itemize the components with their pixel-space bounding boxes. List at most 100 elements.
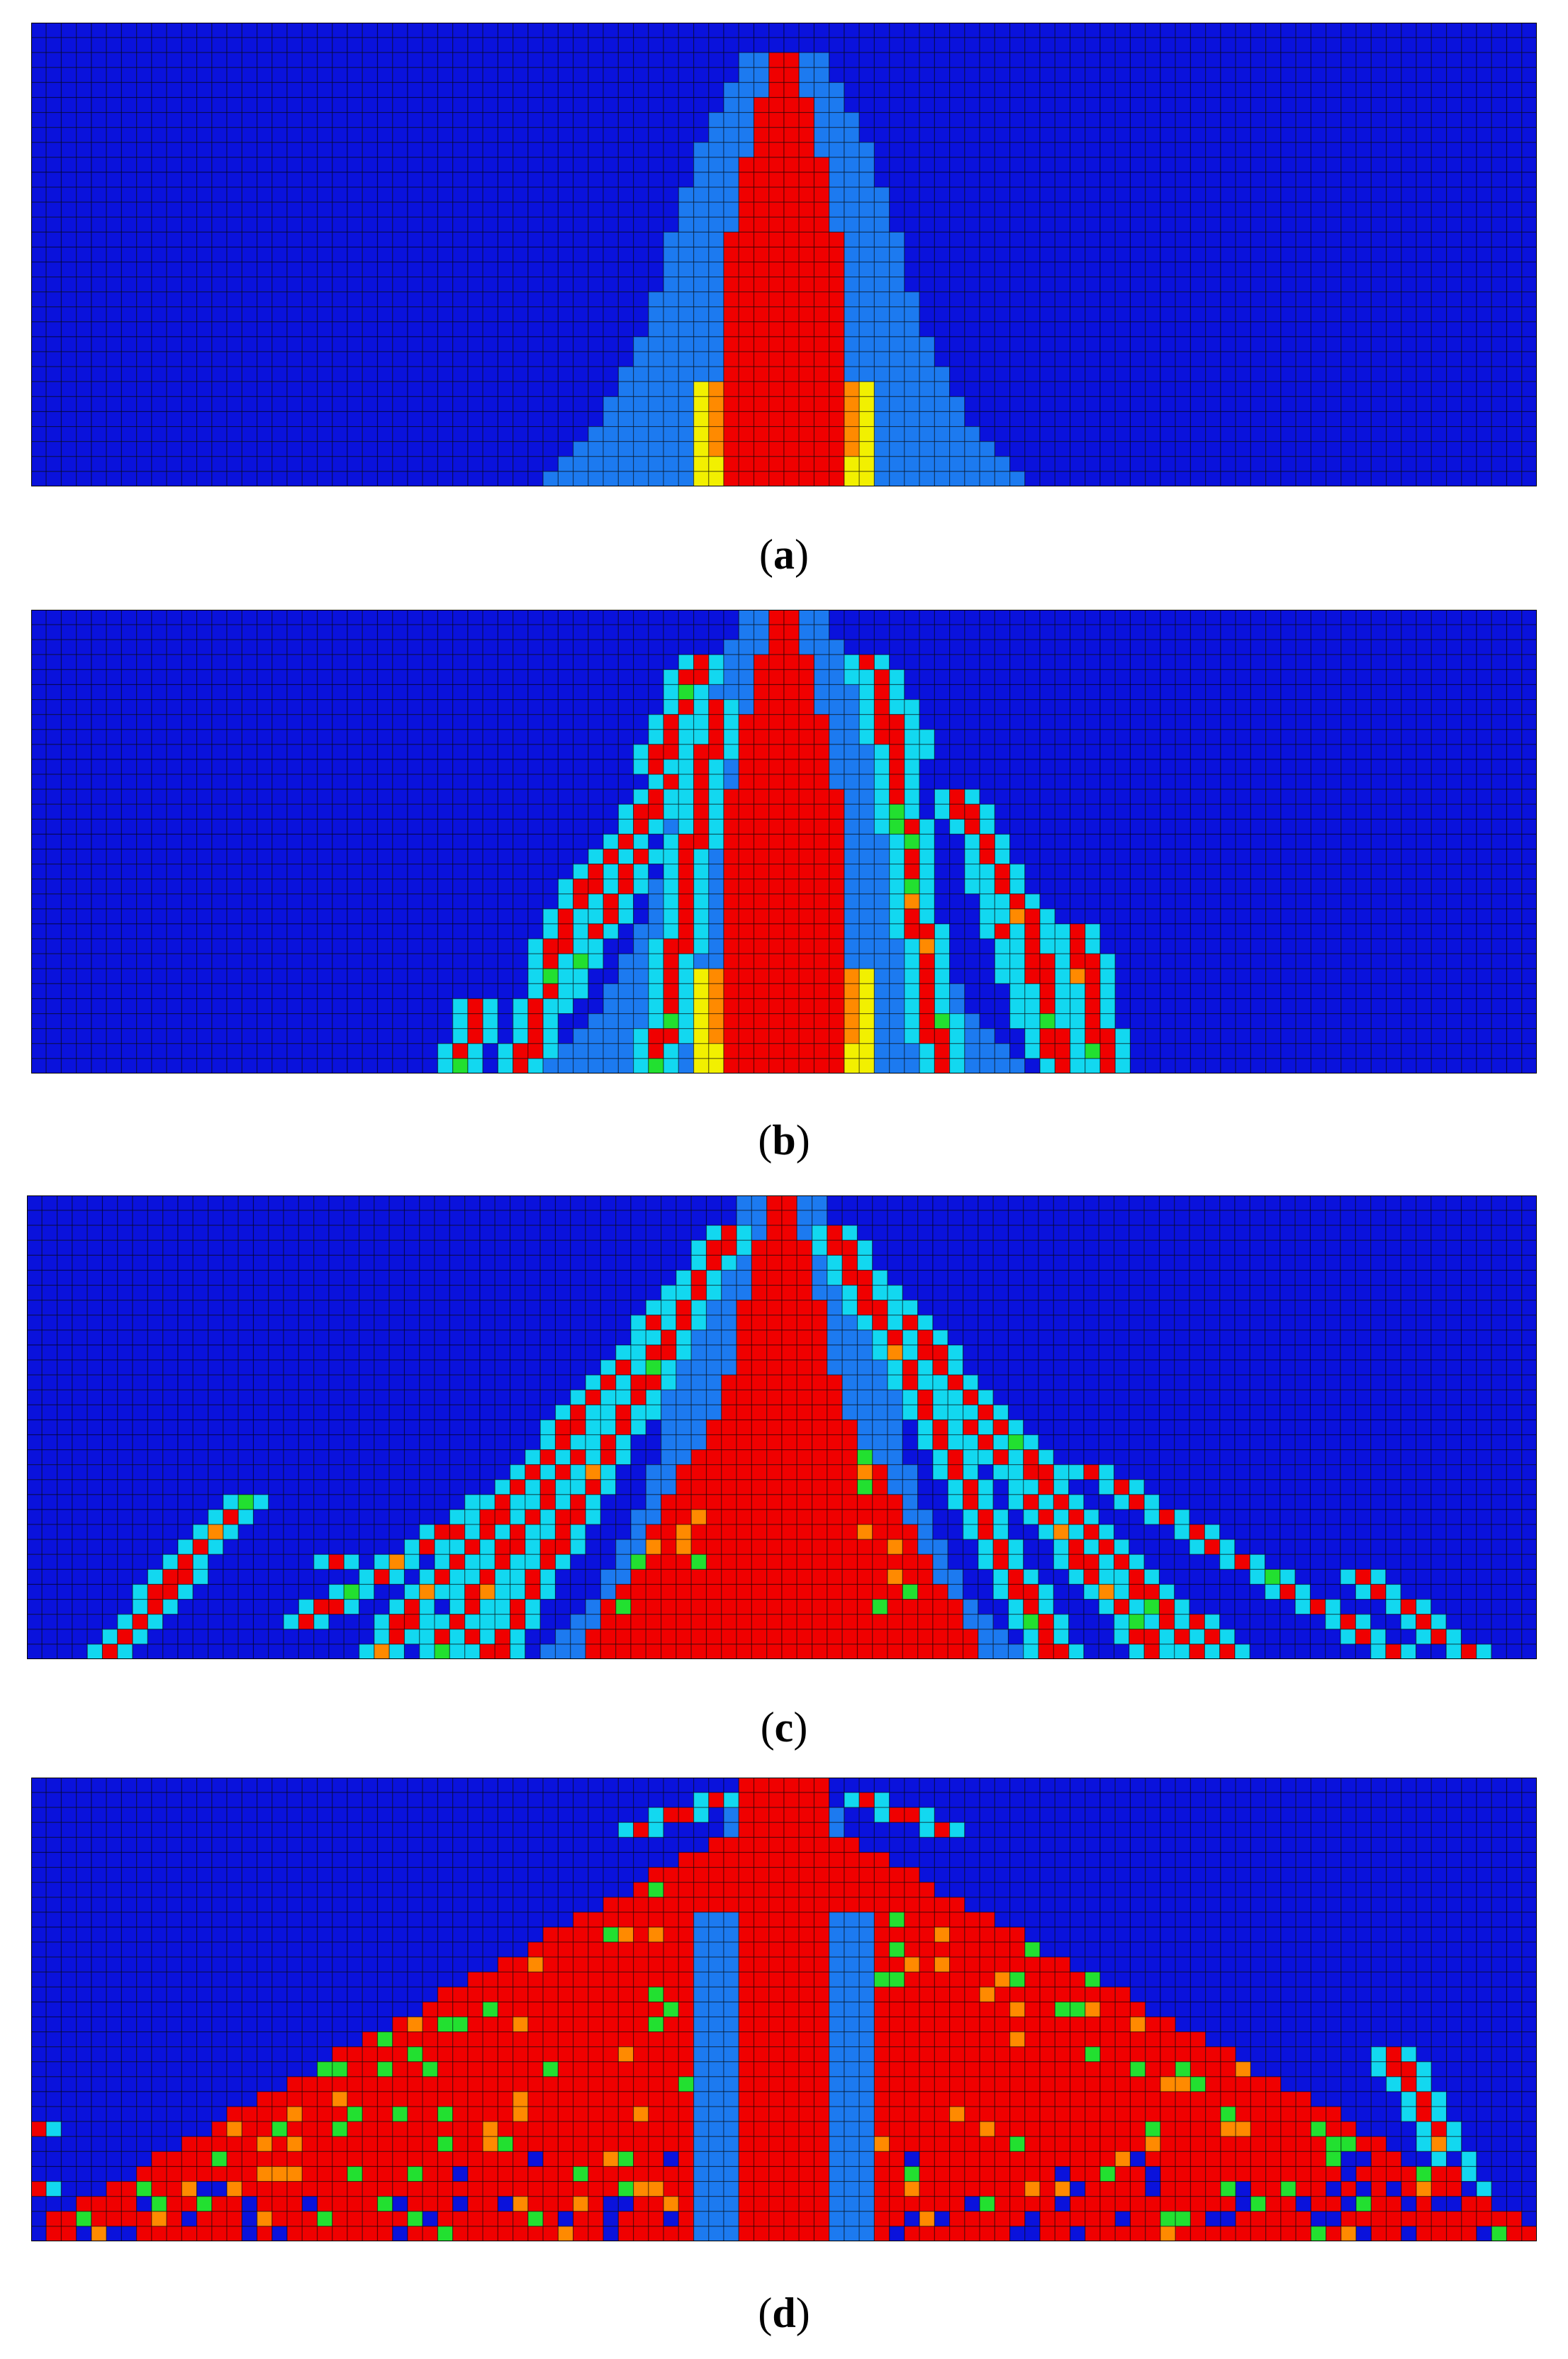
mesh-cell <box>226 684 242 701</box>
mesh-cell <box>678 127 695 143</box>
mesh-cell <box>557 82 574 99</box>
mesh-cell <box>1521 246 1537 263</box>
mesh-cell <box>693 441 710 457</box>
mesh-cell <box>1310 96 1327 113</box>
mesh-cell <box>798 471 815 486</box>
mesh-cell <box>1295 172 1312 188</box>
mesh-cell <box>1340 23 1357 38</box>
mesh-cell <box>332 172 348 188</box>
mesh-cell <box>121 336 138 352</box>
mesh-cell <box>271 52 288 68</box>
mesh-cell <box>708 411 724 428</box>
mesh-cell <box>964 744 980 760</box>
mesh-cell <box>723 610 739 625</box>
mesh-cell <box>376 277 393 293</box>
mesh-cell <box>1430 818 1447 835</box>
mesh-cell <box>1416 186 1432 203</box>
mesh-cell <box>663 774 679 790</box>
mesh-cell <box>467 654 483 670</box>
mesh-cell <box>241 803 258 820</box>
mesh-cell <box>1145 157 1161 173</box>
mesh-cell <box>1160 803 1176 820</box>
mesh-cell <box>45 818 62 835</box>
mesh-cell <box>557 684 574 701</box>
mesh-cell <box>1416 744 1432 760</box>
mesh-cell <box>301 201 318 218</box>
mesh-cell <box>572 336 589 352</box>
mesh-cell <box>106 277 123 293</box>
mesh-cell <box>994 396 1011 413</box>
mesh-cell <box>497 425 514 442</box>
mesh-cell <box>829 803 845 820</box>
mesh-cell <box>1325 864 1342 880</box>
mesh-cell <box>1445 246 1462 263</box>
mesh-cell <box>813 714 830 730</box>
mesh-cell <box>376 261 393 278</box>
mesh-cell <box>271 669 288 686</box>
mesh-cell <box>31 186 47 203</box>
mesh-cell <box>1476 157 1492 173</box>
mesh-cell <box>151 172 167 188</box>
mesh-cell <box>829 366 845 382</box>
mesh-cell <box>60 277 77 293</box>
mesh-cell <box>301 654 318 670</box>
mesh-cell <box>632 127 649 143</box>
mesh-cell <box>166 729 183 745</box>
mesh-cell <box>482 336 499 352</box>
mesh-cell <box>663 441 679 457</box>
mesh-cell <box>407 864 423 880</box>
mesh-cell <box>783 336 800 352</box>
mesh-cell <box>588 788 604 805</box>
mesh-cell <box>768 788 785 805</box>
mesh-cell <box>422 698 439 715</box>
mesh-cell <box>1340 246 1357 263</box>
mesh-cell <box>1145 669 1161 686</box>
mesh-cell <box>347 411 363 428</box>
mesh-cell <box>994 698 1011 715</box>
mesh-cell <box>1370 669 1387 686</box>
mesh-cell <box>648 864 664 880</box>
mesh-cell <box>1160 351 1176 367</box>
mesh-cell <box>948 321 965 338</box>
mesh-cell <box>121 411 138 428</box>
mesh-cell <box>347 610 363 625</box>
mesh-cell <box>1280 201 1297 218</box>
mesh-cell <box>768 441 785 457</box>
mesh-cell <box>286 396 303 413</box>
mesh-cell <box>196 246 213 263</box>
mesh-cell <box>648 411 664 428</box>
mesh-cell <box>1039 306 1055 323</box>
mesh-cell <box>708 231 724 248</box>
mesh-cell <box>964 246 980 263</box>
mesh-cell <box>301 111 318 128</box>
mesh-cell <box>467 411 483 428</box>
mesh-cell <box>362 684 379 701</box>
mesh-cell <box>1340 351 1357 367</box>
mesh-cell <box>151 624 167 640</box>
mesh-cell <box>588 157 604 173</box>
mesh-cell <box>196 848 213 865</box>
mesh-cell <box>648 23 664 38</box>
mesh-cell <box>196 471 213 486</box>
mesh-cell <box>91 848 107 865</box>
mesh-cell <box>1054 411 1071 428</box>
mesh-cell <box>798 788 815 805</box>
mesh-cell <box>648 172 664 188</box>
mesh-cell <box>1325 52 1342 68</box>
mesh-cell <box>708 441 724 457</box>
mesh-cell <box>557 411 574 428</box>
mesh-cell <box>45 142 62 158</box>
mesh-cell <box>1220 201 1236 218</box>
mesh-cell <box>1175 471 1192 486</box>
mesh-cell <box>1476 52 1492 68</box>
mesh-cell <box>527 879 544 895</box>
mesh-cell <box>362 654 379 670</box>
mesh-cell <box>91 157 107 173</box>
mesh-cell <box>1145 396 1161 413</box>
mesh-cell <box>889 67 905 83</box>
mesh-cell <box>1220 425 1236 442</box>
mesh-cell <box>678 833 695 850</box>
mesh-cell <box>1506 246 1523 263</box>
mesh-cell <box>332 848 348 865</box>
mesh-cell <box>1340 231 1357 248</box>
